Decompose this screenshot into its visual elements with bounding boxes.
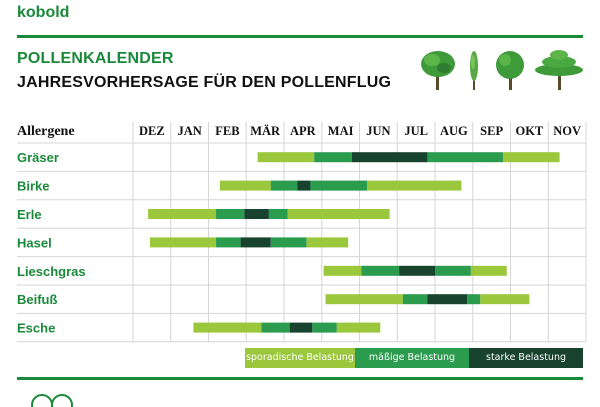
bar-segment-sporadic — [306, 237, 349, 248]
round-tree-icon — [496, 51, 524, 90]
bar-segment-moderate — [402, 294, 428, 305]
bar-segment-sporadic — [480, 294, 530, 305]
bar-segment-strong — [351, 152, 428, 163]
month-label: NOV — [553, 124, 581, 138]
bar-segment-sporadic — [149, 237, 217, 248]
bar-segment-moderate — [312, 322, 337, 333]
bar-segment-sporadic — [367, 180, 462, 191]
bar-segment-sporadic — [219, 180, 271, 191]
allergen-label: Birke — [17, 179, 50, 194]
header-rule — [17, 35, 583, 38]
bar-segment-sporadic — [502, 152, 560, 163]
bar-segment-strong — [427, 294, 468, 305]
month-label: JUL — [404, 124, 428, 138]
month-label: FEB — [215, 124, 239, 138]
legend-moderate: mäßige Belastung — [355, 348, 469, 368]
row-header-label: Allergene — [17, 124, 75, 139]
bar-segment-strong — [399, 265, 435, 276]
bar-segment-moderate — [216, 209, 245, 219]
allergen-label: Esche — [17, 321, 55, 336]
month-label: JUN — [366, 124, 390, 138]
bar-segment-strong — [297, 180, 311, 191]
page-title: POLLENKALENDER — [17, 50, 174, 67]
allergen-label: Gräser — [17, 150, 59, 165]
bar-segment-sporadic — [470, 265, 507, 276]
bar-segment-moderate — [268, 209, 288, 219]
cypress-tree-icon — [470, 51, 478, 90]
brand-logo-text: kobold — [17, 4, 70, 21]
bar-segment-strong — [289, 322, 313, 333]
bar-segment-moderate — [361, 265, 400, 276]
bar-segment-moderate — [435, 265, 471, 276]
bar-segment-moderate — [310, 180, 368, 191]
bar-segment-moderate — [216, 237, 241, 248]
month-label: AUG — [440, 124, 468, 138]
bar-segment-sporadic — [148, 209, 217, 219]
pollen-calendar-chart: Allergene DEZ JAN FEB MÄR APR MAI JUN JUL AUG SEP O… — [17, 122, 587, 343]
bar-segment-moderate — [427, 152, 503, 163]
bar-segment-moderate — [467, 294, 481, 305]
bar-segment-strong — [244, 209, 269, 219]
legend-sporadic: sporadische Belastung — [245, 348, 355, 368]
allergen-label: Erle — [17, 207, 42, 222]
footer-rule — [17, 377, 583, 380]
month-label: APR — [290, 124, 317, 138]
bar-segment-moderate — [270, 237, 307, 248]
bar-segment-sporadic — [336, 322, 381, 333]
legend-strong: starke Belastung — [469, 348, 583, 368]
bar-segment-moderate — [314, 152, 352, 163]
month-label: OKT — [515, 124, 543, 138]
deciduous-tree-icon — [421, 51, 455, 90]
month-label: DEZ — [139, 124, 165, 138]
tree-illustrations — [421, 50, 583, 90]
bar-segment-sporadic — [325, 294, 403, 305]
footer-logo-icon — [31, 394, 73, 407]
bar-segment-sporadic — [257, 152, 315, 163]
allergen-label: Beifuß — [17, 292, 58, 307]
allergen-label: Lieschgras — [17, 264, 86, 279]
month-label: MÄR — [250, 124, 281, 138]
month-label: JAN — [177, 124, 201, 138]
umbrella-tree-icon — [535, 50, 583, 90]
legend: sporadische Belastung mäßige Belastung s… — [245, 348, 583, 368]
bar-segment-moderate — [261, 322, 290, 333]
allergen-label: Hasel — [17, 235, 52, 250]
month-label: MAI — [328, 124, 354, 138]
page-subtitle: JAHRESVORHERSAGE FÜR DEN POLLENFLUG — [17, 74, 392, 91]
bar-segment-strong — [240, 237, 271, 248]
month-label: SEP — [480, 124, 503, 138]
bar-segment-sporadic — [193, 322, 262, 333]
bar-segment-sporadic — [287, 209, 390, 219]
bar-segment-sporadic — [323, 265, 362, 276]
bar-segment-moderate — [270, 180, 298, 191]
